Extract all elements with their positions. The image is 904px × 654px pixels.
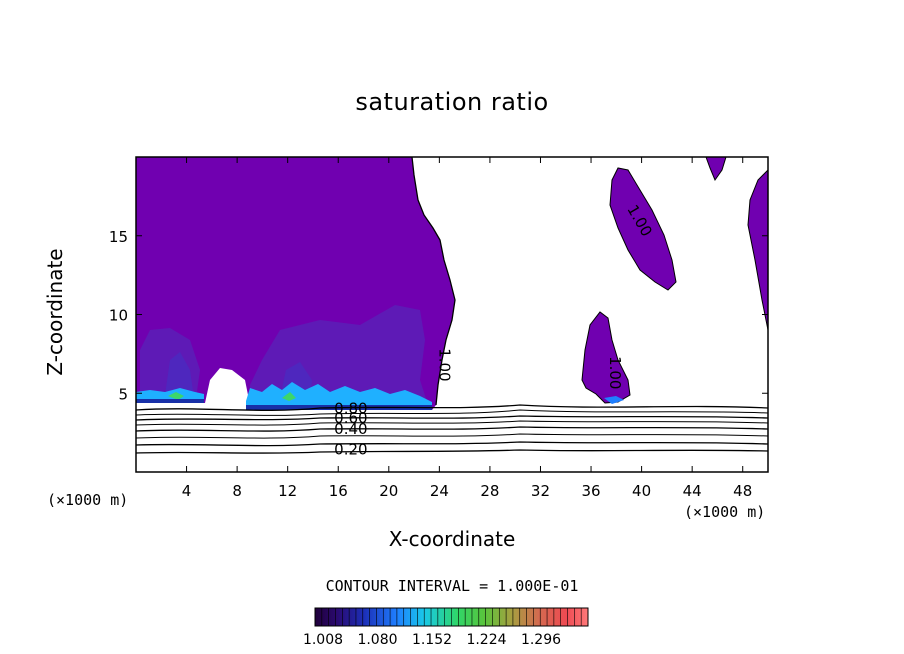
x-tick-label: 12 <box>278 482 297 500</box>
supersaturated-top-right-2 <box>747 169 768 331</box>
contour-label-text: 0.80 <box>334 400 367 418</box>
supersaturated-island-mid <box>581 311 631 404</box>
interior-patch-3 <box>165 352 194 398</box>
dark-blue-edge-left <box>136 399 204 403</box>
contour-label: 1.00 <box>435 348 453 381</box>
contour-label: 0.40 <box>334 420 367 438</box>
colorbar-tick-label: 1.224 <box>466 632 506 648</box>
z-unit-label: (×1000 m) <box>47 491 129 509</box>
plot-frame <box>135 156 769 473</box>
x-tick-label: 44 <box>683 482 702 500</box>
contour-label: 0.20 <box>334 441 367 459</box>
x-tick-label: 36 <box>581 482 600 500</box>
contour-label-text: 1.00 <box>606 356 624 389</box>
x-tick-label: 20 <box>379 482 398 500</box>
x-tick-label: 16 <box>329 482 348 500</box>
green-patch-2 <box>282 392 296 401</box>
contour-label-text: 0.60 <box>334 409 367 427</box>
y-tick-label: 10 <box>109 307 128 325</box>
colorbar-tick-label: 1.008 <box>303 632 343 648</box>
contour-labels: 1.001.001.000.800.600.400.20 <box>334 202 656 459</box>
x-tick-label: 28 <box>480 482 499 500</box>
contour-label-text: 1.00 <box>435 348 453 381</box>
x-tick-label: 48 <box>733 482 752 500</box>
chart-title: saturation ratio <box>355 88 549 116</box>
contour-label: 0.60 <box>334 409 367 427</box>
contour-label-text: 0.20 <box>334 441 367 459</box>
contour-fills <box>136 157 768 410</box>
x-tick-label: 24 <box>430 482 449 500</box>
x-axis-label: X-coordinate <box>388 527 516 551</box>
x-tick-label: 4 <box>182 482 192 500</box>
x-tick-label: 32 <box>531 482 550 500</box>
x-tick-label: 8 <box>232 482 242 500</box>
y-tick-label: 5 <box>118 385 128 403</box>
supersaturated-top-right-1 <box>705 157 727 182</box>
contour-label-text: 0.40 <box>334 420 367 438</box>
contour-label: 1.00 <box>606 356 624 389</box>
colorbar-tick-label: 1.296 <box>521 632 561 648</box>
supersaturated-island-upper <box>609 167 677 291</box>
colorbar-tick-label: 1.152 <box>412 632 452 648</box>
high-saturation-band-right <box>246 382 432 410</box>
colorbar-tick-label: 1.080 <box>357 632 397 648</box>
contour-lines <box>136 157 768 454</box>
small-blue-patch <box>604 396 624 404</box>
green-patch-1 <box>168 392 184 400</box>
x-tick-label: 40 <box>632 482 651 500</box>
x-unit-label: (×1000 m) <box>684 503 766 521</box>
colorbar: 1.008 1.080 1.152 1.224 1.296 <box>303 607 589 648</box>
contour-interval-text: CONTOUR INTERVAL = 1.000E-01 <box>325 577 579 595</box>
contour-label: 0.80 <box>334 400 367 418</box>
y-tick-label: 15 <box>109 228 128 246</box>
